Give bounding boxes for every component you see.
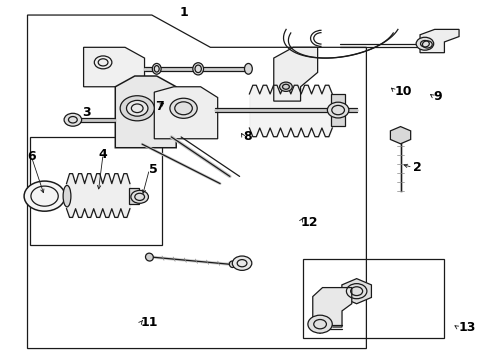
Text: 7: 7 xyxy=(155,100,163,113)
Text: 12: 12 xyxy=(300,216,317,229)
Circle shape xyxy=(415,37,433,50)
Bar xyxy=(30,137,161,244)
Circle shape xyxy=(24,181,65,211)
Circle shape xyxy=(64,113,81,126)
Polygon shape xyxy=(312,288,351,327)
Circle shape xyxy=(169,98,197,118)
Circle shape xyxy=(279,82,292,91)
Polygon shape xyxy=(115,76,176,148)
Bar xyxy=(129,188,139,204)
Circle shape xyxy=(307,315,331,333)
Circle shape xyxy=(327,102,348,118)
Text: 1: 1 xyxy=(179,6,187,19)
Ellipse shape xyxy=(244,63,252,74)
Polygon shape xyxy=(419,30,458,53)
Ellipse shape xyxy=(192,63,203,75)
Ellipse shape xyxy=(229,261,235,267)
Polygon shape xyxy=(154,87,217,139)
Text: 11: 11 xyxy=(141,316,158,329)
Text: 8: 8 xyxy=(243,130,252,144)
Bar xyxy=(330,94,344,126)
Bar xyxy=(303,259,444,338)
Text: 6: 6 xyxy=(27,150,36,163)
Circle shape xyxy=(131,190,148,203)
Polygon shape xyxy=(273,47,317,101)
Ellipse shape xyxy=(63,185,71,207)
Text: 10: 10 xyxy=(394,85,411,98)
Ellipse shape xyxy=(152,63,161,74)
Circle shape xyxy=(120,96,154,121)
Polygon shape xyxy=(341,279,371,304)
Text: 13: 13 xyxy=(457,321,474,334)
Text: 5: 5 xyxy=(149,163,158,176)
Text: 9: 9 xyxy=(433,90,442,103)
Text: 2: 2 xyxy=(412,161,421,174)
Polygon shape xyxy=(83,47,144,87)
Ellipse shape xyxy=(145,253,153,261)
Circle shape xyxy=(232,256,251,270)
Text: 3: 3 xyxy=(81,106,90,119)
Polygon shape xyxy=(389,127,410,144)
Circle shape xyxy=(126,100,148,116)
Text: 4: 4 xyxy=(99,148,107,161)
